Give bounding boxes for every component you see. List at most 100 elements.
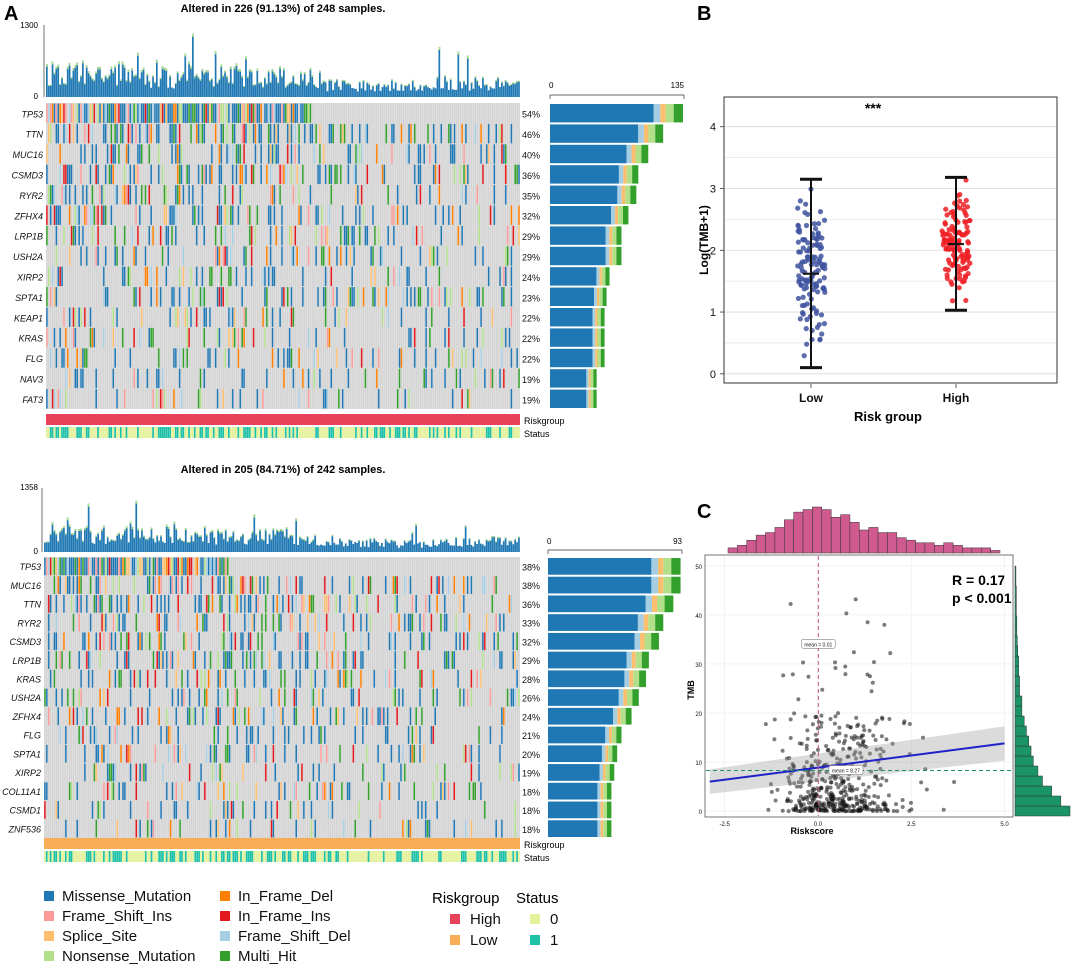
status-label-top: Status — [524, 429, 550, 439]
legend-swatch-high — [450, 914, 460, 924]
mutation-cell — [190, 557, 193, 576]
mutation-cell — [228, 632, 231, 651]
scatter-point — [873, 738, 878, 743]
mutation-cell — [390, 632, 393, 651]
mutation-cell — [110, 763, 113, 782]
mutation-cell — [119, 123, 122, 144]
status-cell — [328, 427, 331, 438]
mutation-cell — [243, 246, 245, 266]
tmb-bar-cap — [61, 528, 63, 531]
mutation-cell — [296, 246, 299, 266]
scatter-y-tick-label: 40 — [695, 614, 702, 620]
status-cell — [150, 851, 153, 862]
mutation-cell — [406, 144, 408, 164]
mutation-cell — [222, 576, 225, 594]
mutation-cell — [481, 576, 484, 594]
mutation-cell — [89, 726, 92, 744]
frequency-bar-segment — [548, 689, 619, 706]
mutation-cell — [157, 164, 160, 185]
mutation-cell — [118, 613, 121, 632]
status-cell — [312, 851, 315, 862]
frequency-bar-segment — [658, 558, 664, 575]
status-cell — [283, 851, 286, 862]
mutation-cell — [250, 164, 253, 185]
mutation-cell — [224, 557, 227, 576]
status-cell — [351, 427, 353, 438]
frequency-bar-segment — [599, 267, 602, 286]
frequency-bar-segment — [548, 726, 606, 744]
tmb-point-low — [820, 285, 826, 292]
status-cell — [506, 851, 509, 862]
mutation-cell — [158, 651, 160, 669]
mutation-cell — [202, 557, 204, 576]
tmb-bar — [277, 82, 280, 97]
tmb-bar — [188, 541, 191, 552]
tmb-bar — [443, 540, 446, 552]
top-histogram-bar — [849, 522, 860, 554]
scatter-point — [907, 721, 912, 726]
tmb-bar-cap — [47, 541, 50, 543]
status-cell — [464, 851, 467, 862]
mutation-cell — [313, 348, 316, 368]
status-cell — [68, 427, 71, 438]
tmb-bar — [262, 539, 265, 552]
scatter-point — [855, 801, 860, 806]
mutation-cell — [438, 164, 441, 185]
status-cell — [278, 851, 280, 862]
tmb-bar-cap — [411, 532, 414, 534]
mutation-cell — [430, 726, 433, 744]
frequency-bar-segment — [590, 369, 594, 388]
mutation-cell — [188, 164, 190, 185]
tmb-point-high — [962, 219, 969, 226]
mutation-cell — [224, 225, 226, 246]
mutation-cell — [510, 266, 513, 287]
status-cell — [391, 427, 393, 438]
frequency-bar-segment — [644, 632, 652, 650]
tmb-bar-cap — [281, 75, 283, 78]
scatter-point — [811, 771, 816, 776]
mutation-cell — [411, 613, 414, 632]
mutation-cell — [121, 246, 124, 266]
tmb-bar — [296, 83, 298, 97]
mutation-cell — [396, 205, 399, 225]
status-cell — [423, 427, 426, 438]
mutation-cell — [80, 103, 82, 123]
mutation-cell — [474, 123, 477, 144]
tmb-bar — [53, 72, 56, 97]
status-cell — [135, 427, 137, 438]
tmb-bar-cap — [224, 70, 226, 73]
mutation-cell — [171, 144, 173, 164]
tmb-bar — [87, 71, 90, 97]
tmb-bar-cap — [366, 81, 369, 84]
mutation-cell — [325, 669, 328, 688]
mutation-cell — [236, 819, 239, 838]
tmb-bar — [76, 537, 79, 552]
mutation-cell — [127, 594, 130, 613]
mutation-cell — [306, 651, 309, 669]
top-histogram-bar — [952, 545, 963, 554]
frequency-bar-segment — [606, 782, 612, 800]
mutation-cell — [309, 103, 312, 123]
mutation-cell — [252, 164, 255, 185]
frequency-bar-segment — [608, 745, 613, 763]
mutation-cell — [210, 266, 213, 287]
frequency-bar-segment — [616, 246, 622, 266]
tmb-bar-cap — [271, 69, 274, 72]
tmb-bar-cap — [349, 83, 352, 85]
status-cell — [438, 427, 441, 438]
status-cell — [72, 427, 75, 438]
mutation-cell — [234, 632, 237, 651]
mutation-cell — [267, 103, 270, 123]
mutation-cell — [108, 726, 111, 744]
status-cell — [59, 851, 61, 862]
mutation-cell — [409, 632, 412, 651]
status-cell — [346, 851, 349, 862]
tmb-bar — [222, 75, 225, 97]
mutation-cell — [330, 266, 333, 287]
mutation-cell — [78, 726, 81, 744]
tmb-bar — [427, 86, 429, 97]
tmb-bar-cap — [485, 84, 488, 86]
mutation-cell — [210, 164, 213, 185]
mutation-cell — [466, 389, 469, 409]
frequency-bar-segment — [548, 558, 652, 575]
